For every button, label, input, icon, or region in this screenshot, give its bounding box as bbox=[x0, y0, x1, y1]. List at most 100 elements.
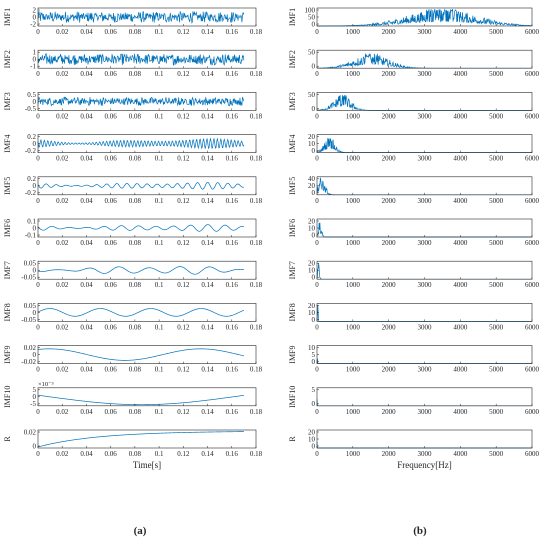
series-label: IMF4 bbox=[3, 134, 12, 152]
x-tick-label: 3000 bbox=[418, 281, 433, 289]
series-line-b-imf4 bbox=[316, 137, 532, 153]
x-tick-label: 3000 bbox=[418, 112, 433, 120]
subplot-a-r: 0.02 00 0.02 0.04 0.06 0.08 0.1 0.12 0.14 0.16 0.1… bbox=[3, 428, 263, 458]
x-tick-label: 0.12 bbox=[177, 408, 190, 416]
x-tick-label: 4000 bbox=[453, 197, 468, 205]
series-label: IMF10 bbox=[288, 386, 297, 408]
x-tick-label: 0.18 bbox=[250, 28, 263, 36]
axes-box bbox=[316, 134, 533, 153]
x-tick-label: 4000 bbox=[453, 450, 468, 458]
subplot-a-imf8: 0.050-0.050 0.02 0.04 0.06 0.08 0.1 0.12 0.14 0.… bbox=[3, 302, 263, 332]
y-tick-label: 0 bbox=[33, 98, 37, 106]
y-tick-label: 0 bbox=[33, 393, 37, 401]
series-label: IMF10 bbox=[3, 386, 12, 408]
series-label: IMF7 bbox=[3, 261, 12, 279]
series-line-b-imf6 bbox=[316, 222, 532, 238]
x-tick-label: 2000 bbox=[382, 70, 397, 78]
subplot-a-imf5: 0.20-0.20 0.02 0.04 0.06 0.08 0.1 0.12 0.14 0.16… bbox=[3, 175, 263, 205]
x-tick-label: 0.08 bbox=[129, 323, 142, 331]
x-tick-label: 0.12 bbox=[177, 28, 190, 36]
x-tick-label: 0 bbox=[315, 366, 319, 374]
x-tick-label: 0 bbox=[315, 281, 319, 289]
y-tick-label: 20 bbox=[308, 428, 316, 436]
axes-box bbox=[37, 303, 257, 322]
x-tick-label: 0.18 bbox=[250, 281, 263, 289]
x-tick-label: 0.18 bbox=[250, 197, 263, 205]
y-tick-label: 0 bbox=[33, 351, 37, 359]
x-tick-label: 5000 bbox=[489, 281, 504, 289]
subplot-a-imf7: 0.050-0.050 0.02 0.04 0.06 0.08 0.1 0.12 0.14 0.… bbox=[3, 260, 263, 290]
y-tick-label: 0 bbox=[312, 442, 316, 450]
y-tick-label: 0 bbox=[312, 20, 316, 28]
x-tick-label: 5000 bbox=[489, 28, 504, 36]
y-tick-label: 0.2 bbox=[27, 175, 36, 183]
series-line-b-imf3 bbox=[316, 94, 532, 111]
x-tick-label: 0.02 bbox=[56, 450, 69, 458]
x-tick-label: 0.12 bbox=[177, 281, 190, 289]
x-tick-label: 0.14 bbox=[201, 281, 214, 289]
series-line-a-imf9 bbox=[37, 348, 244, 361]
axes-box bbox=[37, 429, 257, 449]
series-line-a-imf7 bbox=[37, 266, 244, 275]
series-line-b-imf5 bbox=[316, 177, 532, 196]
series-label: R bbox=[3, 436, 12, 442]
x-axis-title-b: Frequency[Hz] bbox=[397, 460, 451, 470]
y-tick-label: 0 bbox=[312, 231, 316, 239]
series-label: IMF5 bbox=[3, 177, 12, 195]
x-tick-label: 4000 bbox=[453, 112, 468, 120]
subplot-a-imf9: 0.020-0.020 0.02 0.04 0.06 0.08 0.1 0.12 0.14 0.… bbox=[3, 344, 263, 374]
series-label: R bbox=[288, 436, 297, 442]
x-tick-label: 0.06 bbox=[105, 281, 118, 289]
x-tick-label: 0.1 bbox=[155, 281, 164, 289]
x-tick-label: 6000 bbox=[525, 450, 540, 458]
x-tick-label: 0.18 bbox=[250, 239, 263, 247]
x-tick-label: 0 bbox=[315, 450, 319, 458]
x-tick-label: 0.14 bbox=[201, 155, 214, 163]
y-tick-label: -0.1 bbox=[25, 231, 37, 239]
y-tick-label: 50 bbox=[308, 91, 316, 99]
y-tick-label: -5 bbox=[30, 400, 36, 408]
axes-box bbox=[37, 345, 257, 364]
x-tick-label: 5000 bbox=[489, 408, 504, 416]
x-tick-label: 0.06 bbox=[105, 155, 118, 163]
x-tick-label: 0.08 bbox=[129, 366, 142, 374]
x-tick-label: 0 bbox=[315, 28, 319, 36]
series-label: IMF6 bbox=[3, 219, 12, 237]
x-tick-label: 0.14 bbox=[201, 112, 214, 120]
y-tick-label: 1 bbox=[33, 49, 37, 57]
y-tick-label: 10 bbox=[308, 140, 316, 148]
x-tick-label: 0 bbox=[36, 239, 40, 247]
x-tick-label: 3000 bbox=[418, 239, 433, 247]
x-tick-label: 0.14 bbox=[201, 366, 214, 374]
x-tick-label: 1000 bbox=[346, 112, 361, 120]
x-tick-label: 6000 bbox=[525, 28, 540, 36]
x-tick-label: 5000 bbox=[489, 323, 504, 331]
y-tick-label: 0 bbox=[33, 140, 37, 148]
axes-box bbox=[316, 345, 533, 364]
x-tick-label: 0.04 bbox=[80, 366, 93, 374]
y-tick-label: 0 bbox=[312, 400, 316, 408]
x-tick-label: 0.06 bbox=[105, 112, 118, 120]
y-tick-label: 10 bbox=[308, 267, 316, 275]
y-tick-label: 10 bbox=[308, 344, 316, 352]
axes-box bbox=[316, 218, 533, 238]
x-axis-title-a: Time[s] bbox=[133, 460, 161, 470]
x-tick-label: 2000 bbox=[382, 450, 397, 458]
subplot-a-imf2: 10-10 0.02 0.04 0.06 0.08 0.1 0.12 0.14 0.16 0.18… bbox=[3, 49, 263, 79]
series-line-a-imf3 bbox=[37, 96, 245, 107]
x-tick-label: 0.1 bbox=[155, 408, 164, 416]
y-tick-label: 0.02 bbox=[24, 344, 37, 352]
x-tick-label: 0 bbox=[315, 155, 319, 163]
x-tick-label: 0.08 bbox=[129, 239, 142, 247]
x-tick-label: 0.08 bbox=[129, 155, 142, 163]
x-tick-label: 0.08 bbox=[129, 70, 142, 78]
series-label: IMF3 bbox=[288, 92, 297, 110]
x-tick-label: 0.12 bbox=[177, 155, 190, 163]
subplot-a-imf10: 50-50 0.02 0.04 0.06 0.08 0.1 0.12 0.14 0.16 0.18… bbox=[3, 381, 263, 416]
x-tick-label: 2000 bbox=[382, 408, 397, 416]
subplot-b-imf10: 5 00 1000 2000 3000 4000 5000 6000 IMF10 bbox=[288, 386, 540, 416]
